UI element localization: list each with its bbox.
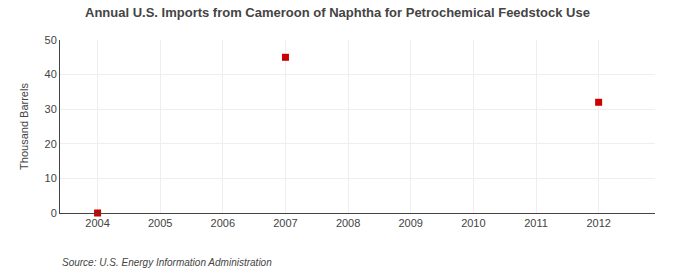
- svg-text:Thousand Barrels: Thousand Barrels: [18, 83, 30, 170]
- svg-text:50: 50: [45, 34, 57, 46]
- svg-text:2008: 2008: [336, 217, 360, 229]
- svg-text:2010: 2010: [461, 217, 485, 229]
- svg-text:2012: 2012: [586, 217, 610, 229]
- svg-text:Source: U.S. Energy Informatio: Source: U.S. Energy Information Administ…: [62, 257, 272, 268]
- svg-text:2007: 2007: [273, 217, 297, 229]
- svg-text:40: 40: [45, 68, 57, 80]
- svg-text:10: 10: [45, 172, 57, 184]
- svg-text:20: 20: [45, 138, 57, 150]
- svg-text:2011: 2011: [524, 217, 548, 229]
- svg-text:2006: 2006: [211, 217, 235, 229]
- svg-text:2009: 2009: [398, 217, 422, 229]
- svg-text:0: 0: [51, 207, 57, 219]
- svg-text:2004: 2004: [85, 217, 109, 229]
- svg-text:2005: 2005: [148, 217, 172, 229]
- svg-text:30: 30: [45, 103, 57, 115]
- svg-text:Annual U.S. Imports from Camer: Annual U.S. Imports from Cameroon of Nap…: [85, 5, 590, 20]
